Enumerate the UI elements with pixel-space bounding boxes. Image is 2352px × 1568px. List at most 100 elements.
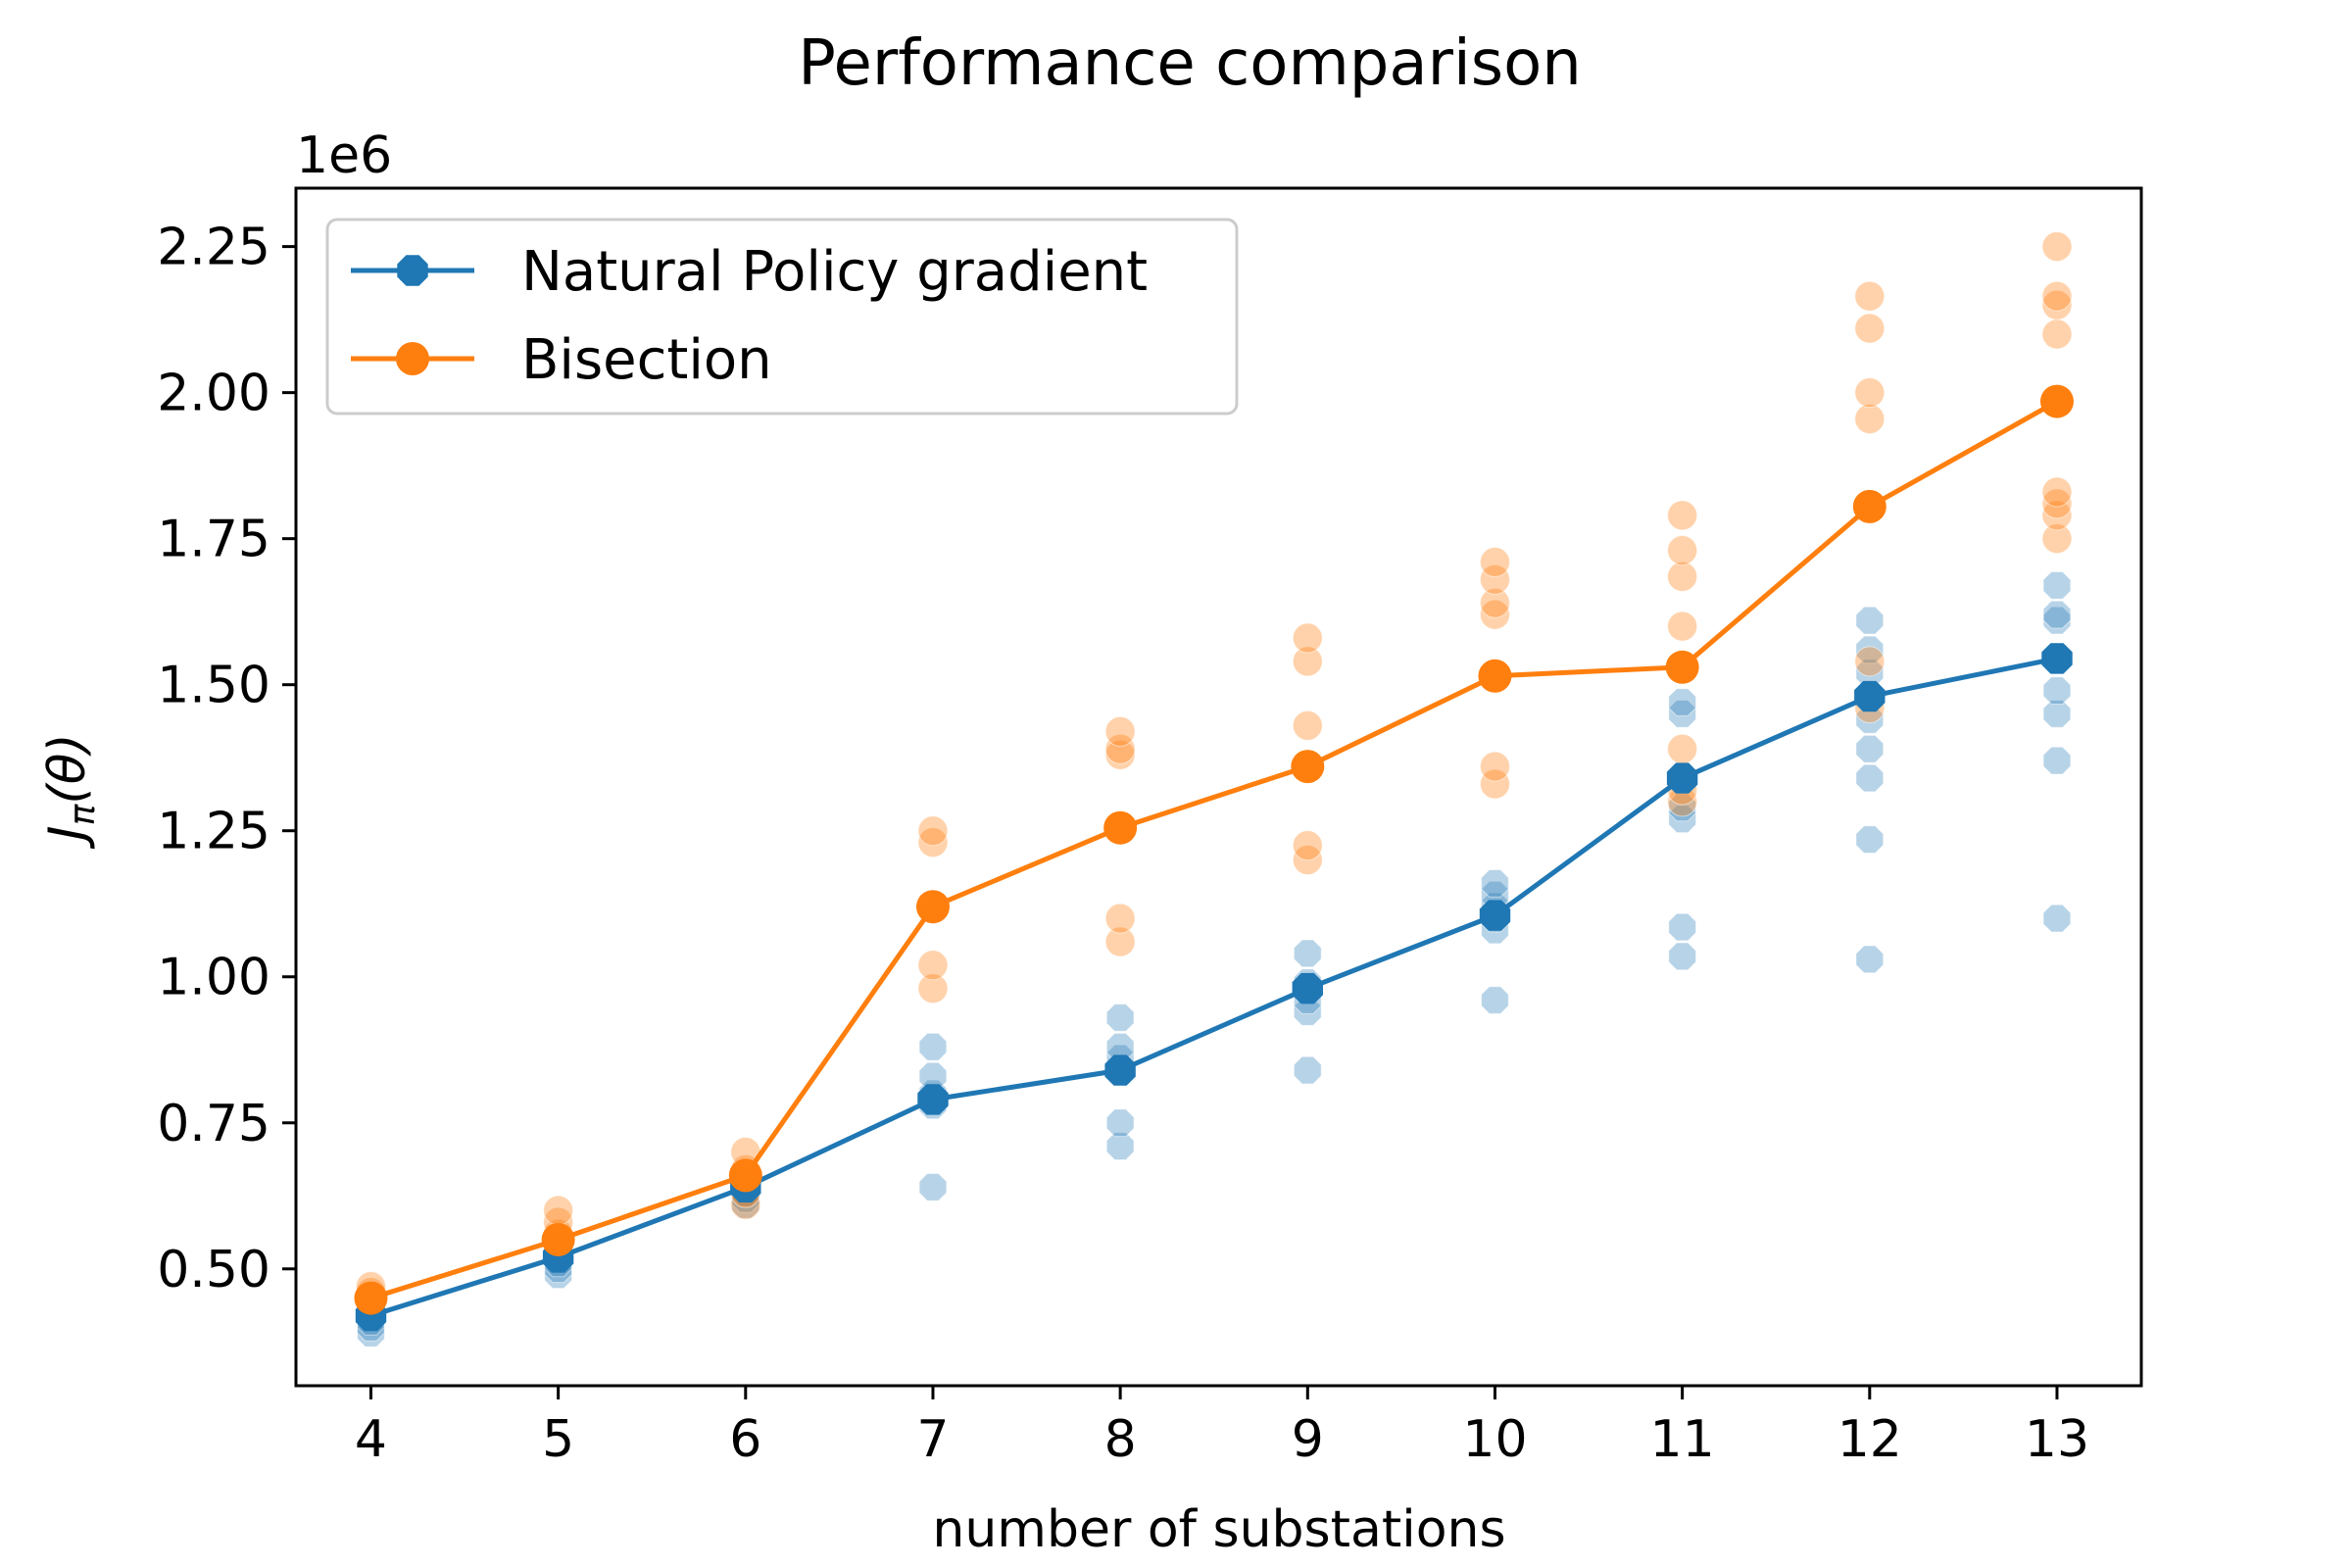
sample-point-bisection [917,973,949,1004]
sample-point-natural-policy-gradient [1668,688,1696,716]
sample-point-natural-policy-gradient [1481,986,1509,1014]
x-tick-label: 4 [355,1410,387,1469]
y-axis-ticks: 0.50 0.75 1.00 1.25 1.50 1.75 2.00 2.25 [157,219,296,1299]
x-tick-label: 6 [729,1410,761,1469]
mean-point-natural-policy-gradient [1666,762,1698,794]
sample-point-bisection [1104,715,1136,747]
sample-point-natural-policy-gradient [2042,676,2072,705]
mean-point-natural-policy-gradient [2041,643,2073,674]
sample-point-bisection [2041,523,2073,555]
x-tick-label: 5 [542,1410,574,1469]
sample-point-bisection [1667,500,1698,531]
sample-point-bisection [2041,289,2073,320]
legend-box [325,218,1239,416]
sample-point-bisection [1479,564,1510,595]
mean-point-bisection [541,1222,575,1256]
sample-point-bisection [1854,280,1886,312]
y-tick-label: 2.25 [157,219,270,277]
y-offset-label: 1e6 [296,126,392,185]
y-tick-label: 1.25 [157,803,270,861]
sample-point-natural-policy-gradient [2042,571,2072,600]
mean-point-natural-policy-gradient [1104,1054,1136,1086]
y-tick-label: 1.75 [157,511,270,569]
sample-point-natural-policy-gradient [1855,945,1885,974]
chart-title: Performance comparison [798,27,1582,100]
plot-area-frame [294,186,2143,1388]
mean-point-bisection [915,890,950,924]
sample-point-bisection [1667,561,1698,592]
sample-point-bisection [917,950,949,981]
mean-point-bisection [1852,489,1886,523]
sample-point-natural-policy-gradient [2042,700,2072,728]
mean-point-bisection [354,1281,388,1315]
mean-point-bisection [1478,659,1512,693]
y-axis-label-arg: (θ) [38,733,97,804]
sample-point-natural-policy-gradient [2042,600,2072,629]
y-tick-label: 1.50 [157,657,270,715]
sample-point-natural-policy-gradient [1105,1132,1135,1160]
mean-point-bisection [2039,384,2074,418]
mean-point-natural-policy-gradient [1479,900,1511,931]
sample-point-natural-policy-gradient [1668,912,1696,942]
sample-point-bisection [1104,733,1136,764]
sample-point-bisection [2041,488,2073,519]
sample-point-natural-policy-gradient [1105,1108,1135,1138]
sample-point-bisection [2041,318,2073,350]
x-tick-label: 10 [1462,1410,1527,1469]
y-tick-label: 1.00 [157,949,270,1007]
sample-point-bisection [1479,599,1510,630]
mean-point-bisection [1665,650,1699,684]
y-tick-label: 2.00 [157,365,270,423]
mean-point-natural-policy-gradient [1854,680,1886,712]
sample-point-bisection [543,1195,574,1226]
sample-point-bisection [1479,751,1510,782]
sample-point-natural-policy-gradient [1105,1004,1135,1032]
x-tick-label: 12 [1838,1410,1902,1469]
sample-point-bisection [1104,903,1136,934]
mean-point-bisection [1291,750,1325,784]
sample-point-natural-policy-gradient [2042,904,2072,933]
sample-point-bisection [2041,231,2073,263]
legend-marker-natural-policy-gradient [397,255,428,286]
sample-point-natural-policy-gradient [1293,939,1322,968]
y-axis-label: Jπ(θ) [38,733,103,849]
sample-point-bisection [917,815,949,847]
sample-point-bisection [1667,733,1698,764]
x-tick-label: 11 [1650,1410,1715,1469]
sample-point-bisection [1854,403,1886,434]
y-axis-label-sub: π [63,803,103,825]
legend-label-natural-policy-gradient: Natural Policy gradient [521,240,1148,304]
sample-point-bisection [1292,622,1323,654]
mean-lines [354,384,2074,1332]
sample-point-bisection [1854,646,1886,677]
sample-point-natural-policy-gradient [1481,869,1509,898]
sample-point-natural-policy-gradient [1855,763,1885,793]
sample-point-bisection [1479,547,1510,578]
sample-point-bisection [1854,377,1886,409]
sample-point-natural-policy-gradient [918,1032,948,1061]
sample-point-bisection [1854,313,1886,344]
x-tick-label: 13 [2025,1410,2089,1469]
mean-point-bisection [728,1158,762,1193]
sample-point-natural-policy-gradient [1293,1055,1322,1085]
x-tick-label: 8 [1104,1410,1137,1469]
mean-point-natural-policy-gradient [917,1084,949,1115]
sample-point-natural-policy-gradient [2042,746,2072,775]
sample-point-bisection [2041,500,2073,531]
x-axis-label: number of substations [932,1500,1505,1559]
sample-point-bisection [917,827,949,858]
sample-point-bisection [1292,646,1323,677]
sample-point-bisection [1479,587,1510,618]
legend-marker-bisection [396,342,429,375]
sample-point-bisection [1104,926,1136,957]
legend-label-bisection: Bisection [521,328,772,392]
sample-point-bisection [1479,768,1510,800]
sample-point-natural-policy-gradient [1855,635,1885,664]
y-tick-label: 0.75 [157,1095,270,1153]
mean-point-bisection [1103,810,1138,845]
sample-point-bisection [1667,535,1698,566]
sample-point-bisection [2041,476,2073,508]
sample-point-natural-policy-gradient [1855,734,1885,763]
